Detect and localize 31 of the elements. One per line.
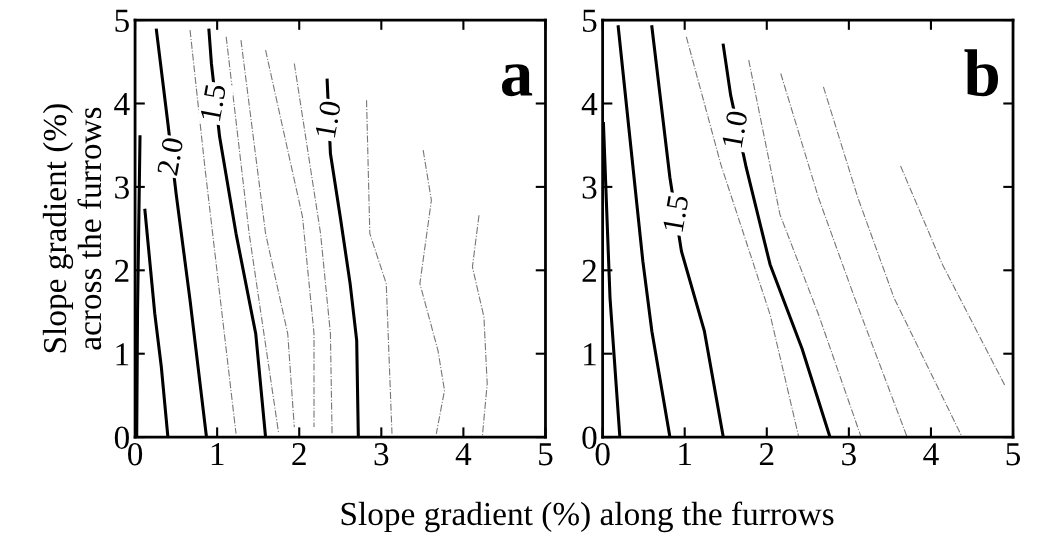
y-tick-label: 0 <box>582 426 597 450</box>
annotation: 1.0 <box>314 100 342 138</box>
annotation: 1.5 <box>200 83 227 122</box>
y-tick-label: 5 <box>583 9 597 32</box>
x-tick-label: 3 <box>842 443 856 466</box>
y-tick-label: 4 <box>581 93 598 116</box>
y-tick-label: 1 <box>584 343 596 366</box>
y-tick-label: 1 <box>116 343 129 366</box>
x-tick-label: 5 <box>1006 443 1021 466</box>
x-tick-label: 2 <box>759 443 774 466</box>
y-tick-label: 2 <box>582 259 596 282</box>
x-tick-label: 4 <box>923 443 939 466</box>
annotation: a <box>501 64 533 97</box>
x-tick-label: 4 <box>455 443 472 466</box>
y-tick-label: 5 <box>115 9 129 32</box>
y-tick-label: 2 <box>115 259 129 282</box>
y-tick-label: 3 <box>582 176 597 199</box>
y-tick-label: 3 <box>115 176 129 199</box>
y-tick-label: 4 <box>114 93 130 116</box>
y-tick-label: 0 <box>114 426 129 450</box>
x-tick-label: 1 <box>679 443 692 466</box>
annotation: 2.0 <box>156 136 184 176</box>
x-tick-label: 5 <box>539 443 553 466</box>
annotation: b <box>964 49 999 97</box>
annotation: 1.5 <box>662 194 689 232</box>
x-axis-title: Slope gradient (%) along the furrows <box>341 501 834 533</box>
x-tick-label: 1 <box>211 443 224 466</box>
annotation: 1.0 <box>721 110 749 148</box>
x-tick-label: 3 <box>374 443 389 466</box>
x-tick-label: 2 <box>292 443 306 466</box>
y-axis-title: Slope gradient (%) across the furrows <box>42 104 102 353</box>
